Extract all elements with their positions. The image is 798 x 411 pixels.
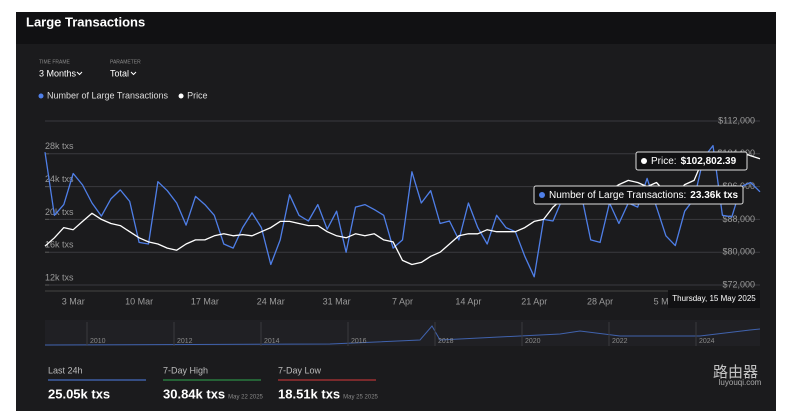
navigator-year: 2016 — [351, 338, 367, 345]
stat-label: Last 24h — [48, 365, 83, 375]
tooltip-value: $102,802.39 — [681, 156, 737, 167]
dropdown[interactable]: Total — [110, 68, 129, 78]
x-tick-label: 21 Apr — [521, 296, 547, 306]
control-label: TIME FRAME — [39, 59, 70, 65]
x-tick-label: 28 Apr — [587, 296, 613, 306]
navigator[interactable] — [45, 320, 760, 346]
y2-tick-label: $112,000 — [718, 115, 755, 125]
y-tick-label: 28k txs — [45, 141, 74, 151]
tooltip-marker — [641, 158, 647, 164]
stat-date: May 22 2025 — [228, 395, 263, 401]
watermark: 路由器 — [713, 364, 758, 381]
chevron — [130, 71, 137, 76]
legend-label[interactable]: Number of Large Transactions — [47, 90, 169, 100]
tooltip-date-box — [668, 290, 760, 308]
tooltip-box — [533, 185, 744, 205]
navigator-year: 2024 — [699, 338, 715, 345]
series-line — [44, 151, 761, 266]
chevron — [76, 71, 83, 76]
y-tick-label: 20k txs — [45, 207, 74, 217]
legend-marker — [38, 93, 44, 99]
navigator-year: 2012 — [177, 338, 193, 345]
control-label: PARAMETER — [110, 59, 141, 65]
x-tick-label: 17 Mar — [191, 296, 219, 306]
tooltip-value: 23.36k txs — [690, 190, 738, 201]
page-title: Large Transactions — [26, 14, 145, 29]
x-tick-label: 14 Apr — [455, 296, 481, 306]
stat-label: 7-Day Low — [278, 365, 322, 375]
tooltip-label: Price: — [651, 156, 677, 167]
navigator-year: 2014 — [264, 338, 280, 345]
x-tick-label: 10 Mar — [125, 296, 153, 306]
navigator-year: 2022 — [612, 338, 628, 345]
y2-tick-label: $88,000 — [722, 214, 755, 224]
panel — [16, 12, 776, 411]
dropdown[interactable]: 3 Months — [39, 68, 77, 78]
x-tick-label: 24 Mar — [257, 296, 285, 306]
legend-label[interactable]: Price — [187, 90, 208, 100]
navigator-year: 2010 — [90, 338, 106, 345]
stat-date: May 25 2025 — [343, 395, 378, 401]
tooltip-box — [635, 151, 748, 171]
y-tick-label: 16k txs — [45, 240, 74, 250]
x-tick-label: 7 Apr — [392, 296, 413, 306]
stat-label: 7-Day High — [163, 365, 208, 375]
header-bar — [16, 12, 776, 44]
x-tick-label: 5 May — [654, 296, 679, 306]
tooltip-label: Number of Large Transactions: — [549, 190, 686, 201]
navigator-year: 2018 — [438, 338, 454, 345]
tooltip-marker — [539, 192, 545, 198]
y-tick-label: 24k txs — [45, 174, 74, 184]
x-tick-label: 3 Mar — [62, 296, 85, 306]
watermark: luyouqi.com — [719, 378, 762, 387]
x-tick-label: 31 Mar — [323, 296, 351, 306]
stat-value: 18.51k txs — [278, 386, 340, 401]
y2-tick-label: $72,000 — [722, 279, 755, 289]
navigator-line — [44, 325, 761, 346]
legend-marker — [178, 93, 184, 99]
stat-value: 30.84k txs — [163, 386, 225, 401]
tooltip-date: Thursday, 15 May 2025 — [672, 294, 756, 303]
navigator-year: 2020 — [525, 338, 541, 345]
stat-value: 25.05k txs — [48, 386, 110, 401]
y-tick-label: 12k txs — [45, 272, 74, 282]
y2-tick-label: $80,000 — [722, 247, 755, 257]
